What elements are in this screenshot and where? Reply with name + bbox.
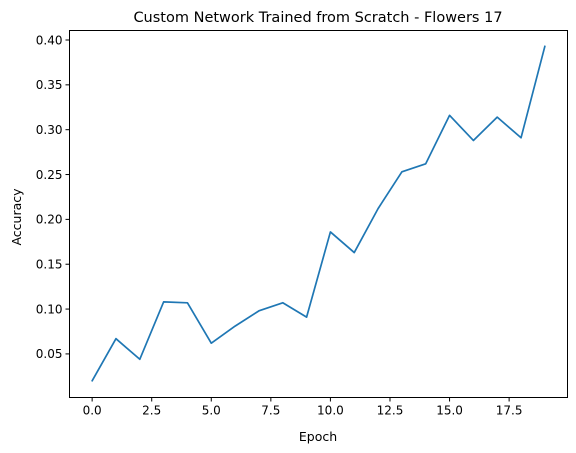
x-tick-label: 15.0	[436, 404, 463, 418]
y-tick-label: 0.15	[36, 258, 63, 272]
x-axis-ticks: 0.0 2.5 5.0 7.5 10.0 12.5 15.0 17.5	[83, 397, 523, 418]
x-tick-label: 12.5	[377, 404, 404, 418]
y-tick-label: 0.35	[36, 78, 63, 92]
y-axis-ticks: 0.05 0.10 0.15 0.20 0.25 0.30 0.35 0.40	[36, 33, 70, 361]
y-tick-label: 0.25	[36, 168, 63, 182]
y-axis-label: Accuracy	[9, 188, 24, 246]
y-tick-label: 0.20	[36, 213, 63, 227]
plot-area	[91, 45, 546, 382]
axes-frame	[69, 30, 568, 398]
y-tick-label: 0.40	[36, 33, 63, 47]
x-tick-label: 7.5	[261, 404, 280, 418]
chart-title: Custom Network Trained from Scratch - Fl…	[133, 10, 502, 26]
x-tick-label: 2.5	[142, 404, 161, 418]
x-tick-label: 0.0	[83, 404, 102, 418]
x-tick-label: 10.0	[317, 404, 344, 418]
y-tick-label: 0.05	[36, 347, 63, 361]
y-tick-label: 0.30	[36, 123, 63, 137]
accuracy-series-line	[91, 45, 546, 382]
x-tick-label: 5.0	[202, 404, 221, 418]
x-axis-label: Epoch	[299, 429, 337, 444]
x-tick-label: 17.5	[496, 404, 523, 418]
y-tick-label: 0.10	[36, 302, 63, 316]
